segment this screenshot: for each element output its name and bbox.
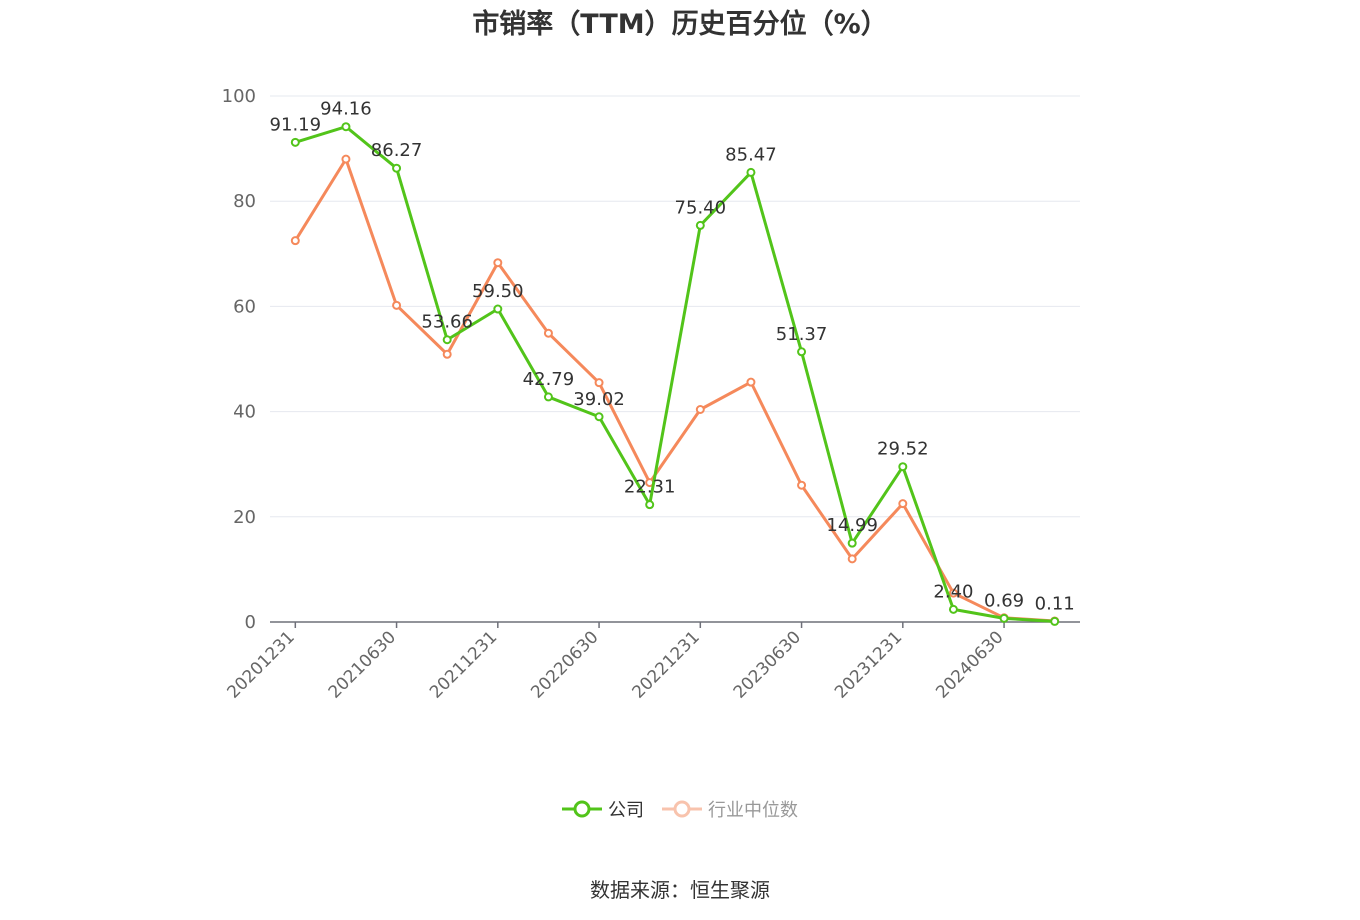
- point-industry-median: [797, 480, 807, 490]
- point-company: [746, 167, 756, 177]
- legend-item-company[interactable]: 公司: [562, 796, 644, 822]
- point-industry-median: [746, 377, 756, 387]
- chart-title: 市销率（TTM）历史百分位（%）: [472, 9, 888, 40]
- point-industry-median: [290, 236, 300, 246]
- point-company: [898, 462, 908, 472]
- point-company: [797, 347, 807, 357]
- data-label: 42.79: [523, 369, 575, 390]
- point-industry-median: [442, 349, 452, 359]
- point-industry-median: [392, 300, 402, 310]
- data-label: 59.50: [472, 281, 524, 302]
- point-company: [645, 500, 655, 510]
- x-tick-label: 20231231: [831, 627, 906, 702]
- source-note: 数据来源：恒生聚源: [590, 878, 770, 902]
- point-industry-median: [898, 499, 908, 509]
- point-industry-median: [493, 258, 503, 268]
- y-tick-label: 0: [245, 612, 256, 633]
- point-company: [341, 122, 351, 132]
- data-label: 22.31: [624, 477, 676, 498]
- y-tick-label: 80: [233, 191, 256, 212]
- legend-label-industry-median: 行业中位数: [708, 800, 798, 821]
- series-lines: [290, 122, 1060, 626]
- y-tick-label: 60: [233, 296, 256, 317]
- legend-item-industry-median[interactable]: 行业中位数: [662, 796, 798, 822]
- data-label: 75.40: [675, 197, 727, 218]
- point-company: [442, 335, 452, 345]
- y-tick-label: 20: [233, 507, 256, 528]
- point-company: [948, 604, 958, 614]
- data-label: 85.47: [725, 144, 777, 165]
- data-label: 14.99: [826, 515, 878, 536]
- series-line-company: [294, 125, 1055, 623]
- point-company: [999, 613, 1009, 623]
- x-tick-label: 20220630: [527, 627, 602, 702]
- y-tick-label: 40: [233, 402, 256, 423]
- point-company: [392, 163, 402, 173]
- data-label: 0.11: [1035, 593, 1075, 614]
- y-tick-label: 100: [222, 86, 256, 107]
- x-tick-label: 20211231: [426, 627, 501, 702]
- point-industry-median: [341, 154, 351, 164]
- legend-marker-industry-median: [662, 800, 702, 818]
- point-company: [543, 392, 553, 402]
- data-label: 2.40: [933, 581, 973, 602]
- legend: 公司 行业中位数: [0, 796, 1360, 822]
- legend-marker-company: [562, 800, 602, 818]
- x-tick-label: 20201231: [224, 627, 299, 702]
- data-label: 29.52: [877, 439, 929, 460]
- point-industry-median: [847, 554, 857, 564]
- data-label: 51.37: [776, 324, 828, 345]
- x-tick-label: 20240630: [932, 627, 1007, 702]
- point-company: [695, 220, 705, 230]
- legend-label-company: 公司: [608, 800, 644, 821]
- point-company: [1050, 616, 1060, 626]
- data-label: 94.16: [320, 99, 372, 120]
- x-tick-label: 20210630: [325, 627, 400, 702]
- data-label: 39.02: [573, 389, 625, 410]
- point-industry-median: [543, 328, 553, 338]
- data-label: 91.19: [270, 114, 322, 135]
- point-industry-median: [594, 378, 604, 388]
- data-label: 86.27: [371, 140, 423, 161]
- x-tick-label: 20230630: [730, 627, 805, 702]
- data-label: 0.69: [984, 590, 1024, 611]
- point-company: [847, 538, 857, 548]
- point-industry-median: [948, 588, 958, 598]
- point-company: [594, 412, 604, 422]
- point-company: [493, 304, 503, 314]
- x-tick-label: 20221231: [629, 627, 704, 702]
- data-label: 53.66: [421, 312, 473, 333]
- series-line-industry-median: [294, 157, 1055, 623]
- point-company: [290, 137, 300, 147]
- point-industry-median: [695, 404, 705, 414]
